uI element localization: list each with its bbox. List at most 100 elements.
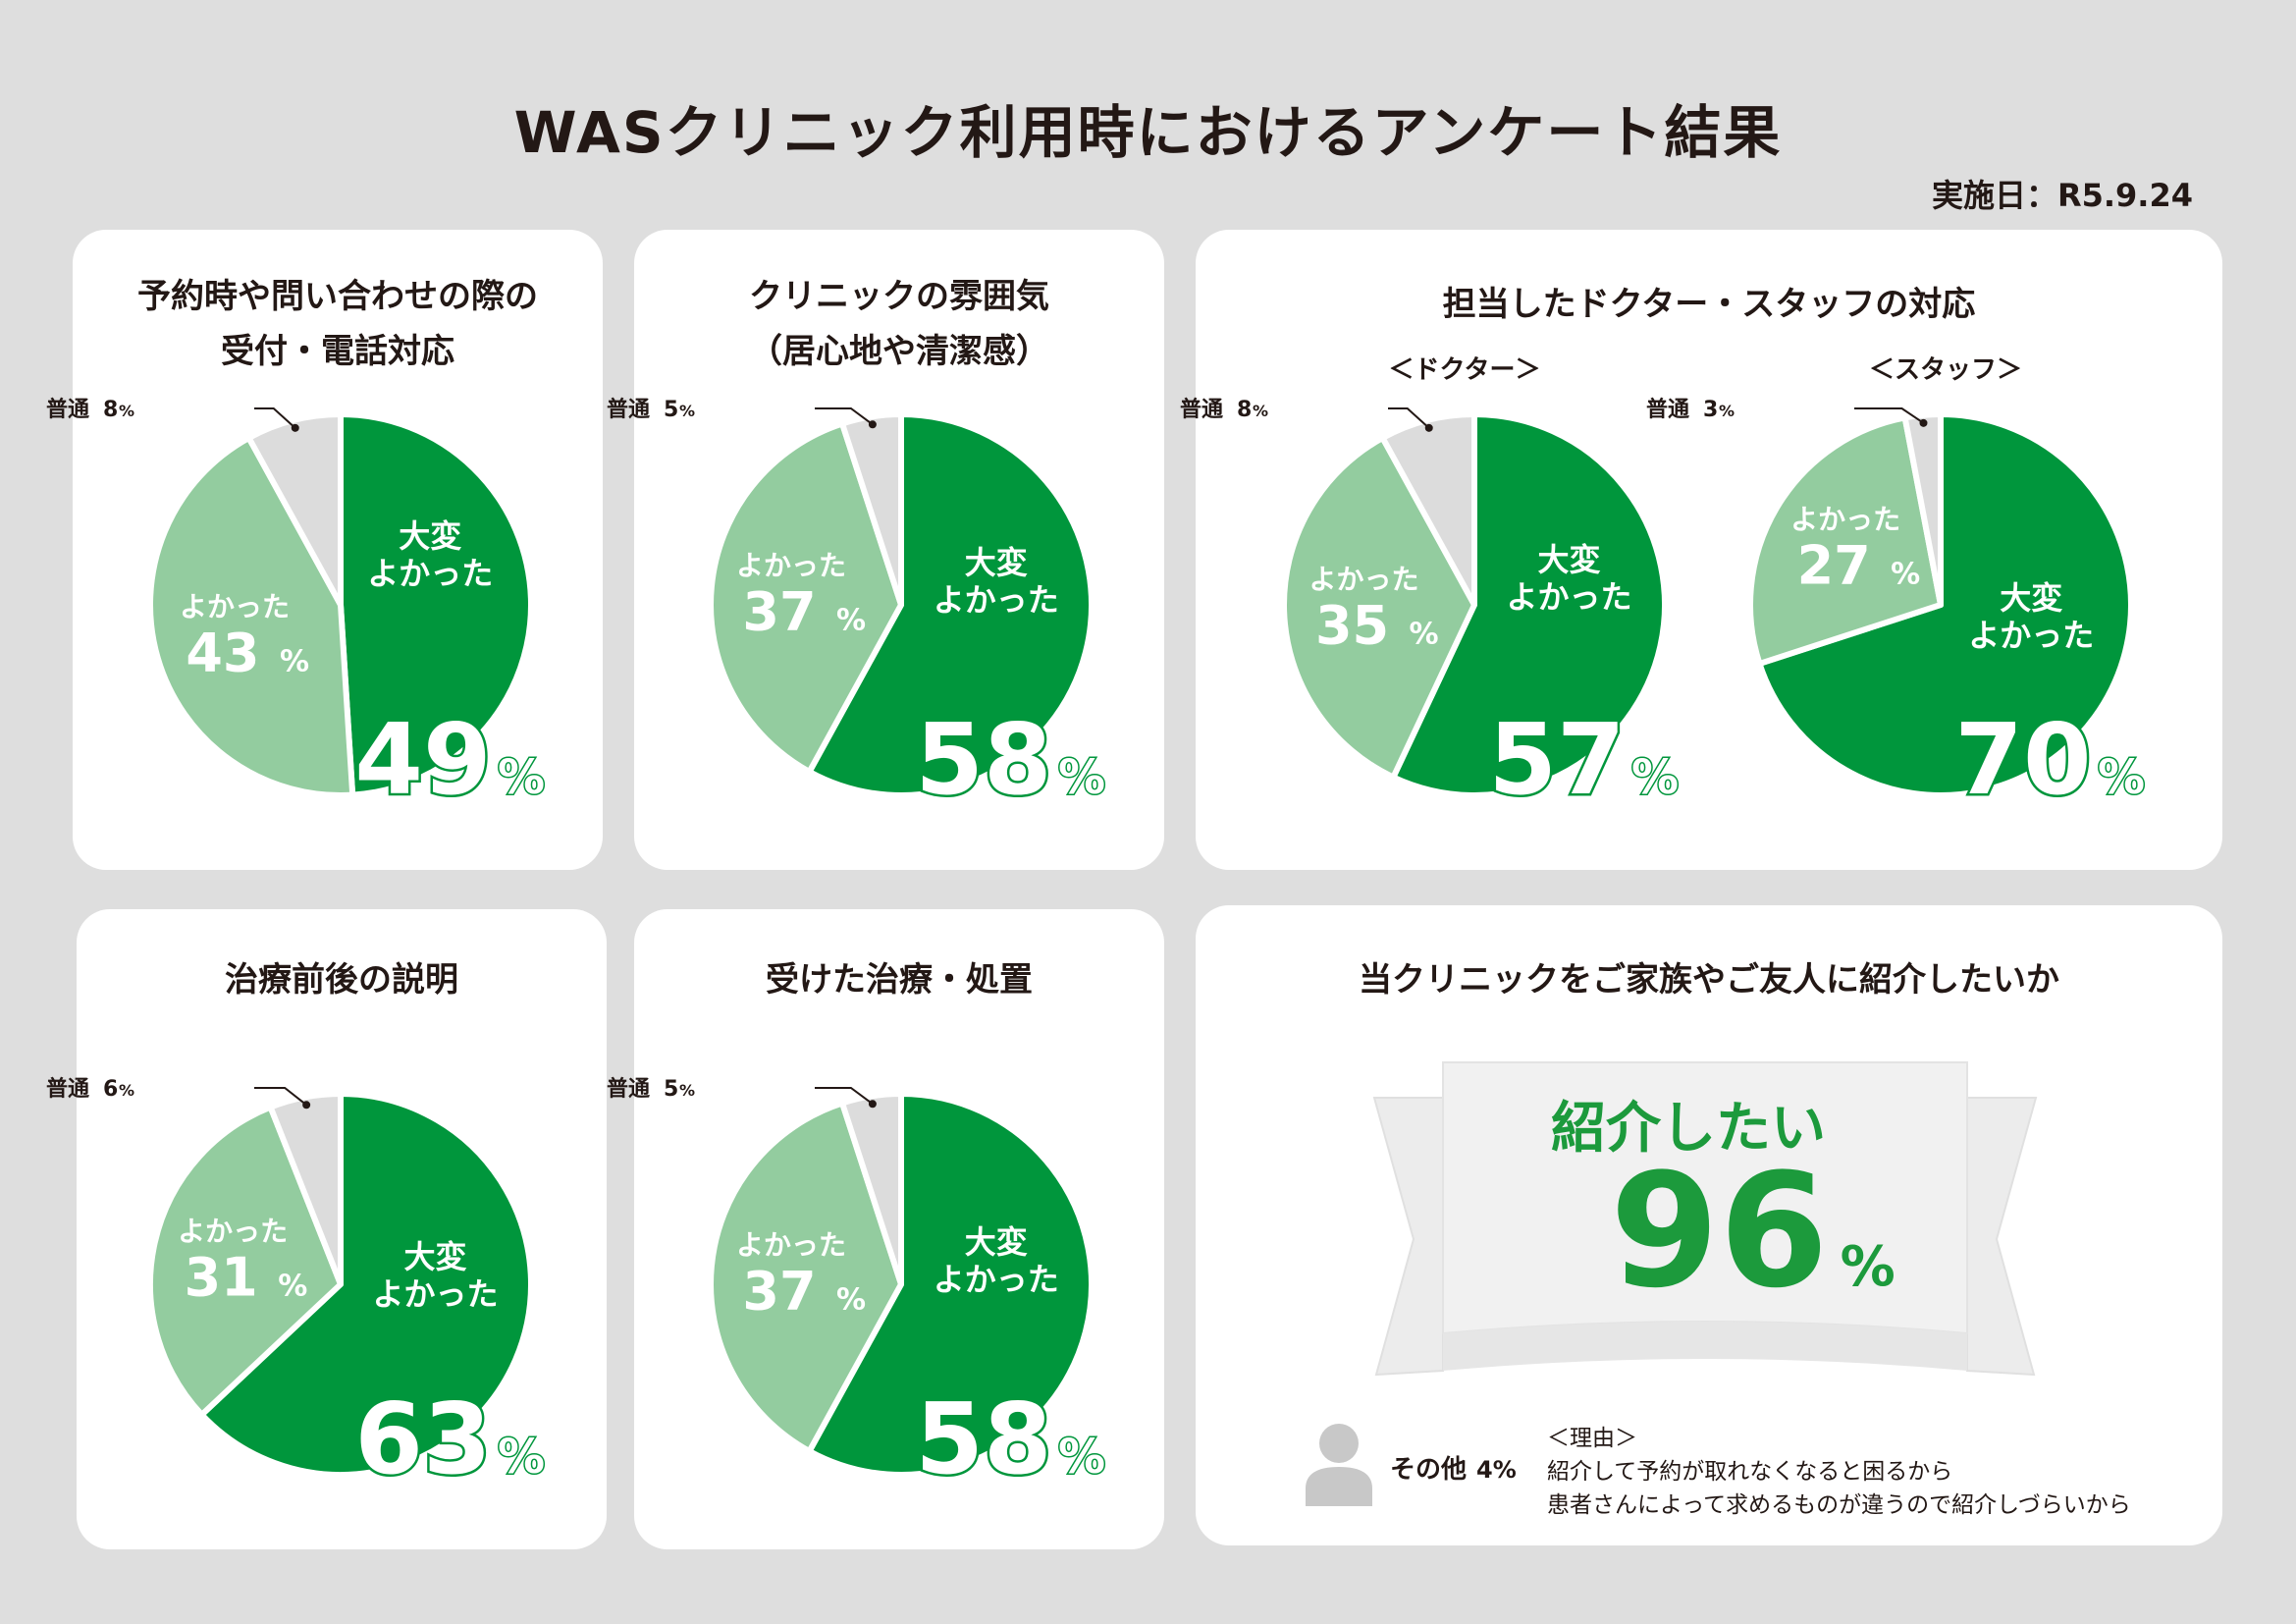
slice-value-good: 31 (185, 1246, 258, 1308)
slice-value-very-good: 63 (354, 1381, 491, 1496)
leader-line (1388, 407, 1430, 429)
reasons-list: ＜理由＞ 紹介して予約が取れなくなると困るから 患者さんによって求めるものが違う… (1547, 1422, 2131, 1522)
slice-label: よかった (736, 549, 846, 581)
leader-dot (868, 1100, 877, 1109)
other-value: 4% (1476, 1456, 1517, 1484)
leader-line (254, 1087, 307, 1107)
slice-unit: % (498, 1430, 545, 1485)
card-title-line1: 予約時や問い合わせの際の (137, 277, 538, 316)
slice-label: よかった (934, 581, 1059, 619)
pie-slice-good (147, 434, 356, 798)
slice-value-normal: 3 (1703, 398, 1718, 422)
recommend-number: 96 (1610, 1139, 1829, 1323)
slice-label: よかった (180, 590, 290, 623)
pie-slice-very-good (1756, 411, 2134, 798)
slice-label: 大変 (965, 1223, 1028, 1261)
slice-unit: % (1719, 402, 1735, 420)
slice-label: よかった (1968, 617, 2094, 654)
leader-dot (868, 420, 877, 429)
leader-line (254, 407, 296, 429)
pie-slice-very-good (806, 1091, 1095, 1478)
leader-line (1854, 407, 1925, 424)
slice-unit: % (679, 1081, 695, 1100)
slice-value-good: 27 (1797, 535, 1871, 597)
slice-unit: % (1253, 402, 1268, 420)
slice-label: 普通 (1180, 397, 1223, 422)
recommend-unit: % (1840, 1235, 1896, 1299)
slice-label: よかった (1507, 578, 1632, 616)
leader-line (815, 407, 874, 426)
slice-value-very-good: 70 (1954, 702, 2091, 817)
pie-slice-good (708, 420, 904, 776)
slice-label: よかった (736, 1228, 846, 1261)
slice-label: 大変 (965, 544, 1028, 581)
card-title: 当クリニックをご家族やご友人に紹介したいか (1359, 960, 2059, 1000)
slice-value-good: 35 (1315, 595, 1389, 657)
card-title-line1: クリニックの雰囲気 (749, 277, 1049, 316)
pie-slice-very-good (1390, 411, 1668, 798)
leader-line (815, 1087, 874, 1106)
slice-unit: % (119, 1081, 134, 1100)
slice-value-normal: 5 (664, 1077, 678, 1102)
pie-slice-normal (245, 411, 344, 608)
slice-unit: % (679, 402, 695, 420)
slice-unit: % (1891, 558, 1920, 592)
slice-unit: % (1058, 1430, 1105, 1485)
slice-unit: % (498, 750, 545, 805)
slice-label: よかった (1790, 504, 1900, 536)
slice-label: よかった (1309, 564, 1419, 596)
pie-slice-very-good (198, 1091, 534, 1478)
slice-label: 大変 (399, 517, 461, 555)
pie-slice-very-good (338, 411, 534, 798)
slice-unit: % (836, 1282, 866, 1317)
slice-unit: % (278, 1269, 307, 1303)
slice-value-good: 43 (186, 622, 259, 683)
slice-value-normal: 5 (664, 398, 678, 422)
slice-unit: % (280, 644, 309, 678)
slice-label: 大変 (404, 1238, 467, 1275)
staff-subtitle: ＜スタッフ＞ (1868, 355, 2022, 385)
slice-label: よかった (367, 555, 493, 592)
person-icon (1306, 1424, 1372, 1506)
slice-label: 大変 (2000, 579, 2062, 617)
slice-value-very-good: 57 (1488, 702, 1625, 817)
page-title: WASクリニック利用時におけるアンケート結果 (513, 99, 1783, 166)
pie-slice-good (1747, 414, 1944, 667)
slice-label: 普通 (46, 397, 89, 422)
slice-unit: % (1058, 750, 1105, 805)
slice-label: 普通 (46, 1076, 89, 1102)
card-title: 治療前後の説明 (225, 960, 458, 1000)
recommend-label: 紹介したい (1551, 1097, 1826, 1161)
pie-slice-normal (1379, 411, 1477, 608)
slice-value-good: 37 (742, 580, 816, 642)
slice-unit: % (1410, 618, 1439, 652)
leader-dot (1919, 418, 1928, 427)
leader-dot (291, 423, 299, 432)
slice-label: よかった (934, 1261, 1059, 1298)
slice-value-very-good: 58 (915, 702, 1051, 817)
card-title-line2: （居心地や清潔感） (749, 332, 1049, 371)
survey-date: 実施日：R5.9.24 (1931, 177, 2193, 214)
slice-unit: % (1631, 750, 1679, 805)
slice-value-very-good: 49 (354, 702, 491, 817)
slice-value-normal: 8 (1237, 398, 1252, 422)
leader-dot (302, 1101, 311, 1110)
pie-slice-good (147, 1104, 344, 1418)
slice-label: 普通 (1646, 397, 1689, 422)
slice-label: 大変 (1538, 541, 1601, 578)
slice-label: 普通 (607, 397, 650, 422)
slice-value-normal: 8 (103, 398, 118, 422)
card-title: 受けた治療・処置 (766, 960, 1033, 1000)
pie-slice-normal (839, 411, 904, 608)
card-title: クリニックの雰囲気 （居心地や清潔感） (634, 269, 1164, 379)
leader-dot (1424, 423, 1433, 432)
reasons-header: ＜理由＞ (1547, 1426, 1637, 1451)
slice-label: よかった (178, 1215, 288, 1247)
slice-label: 普通 (607, 1076, 650, 1102)
